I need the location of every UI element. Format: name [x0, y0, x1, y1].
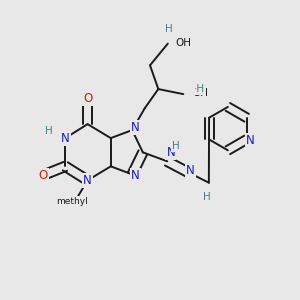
Text: H: H: [165, 24, 173, 34]
Text: N: N: [61, 132, 70, 145]
Text: O: O: [38, 169, 48, 182]
Text: H: H: [172, 141, 179, 151]
Text: N: N: [131, 169, 140, 182]
Text: H: H: [203, 192, 211, 202]
Text: N: N: [246, 134, 255, 147]
Text: O: O: [83, 92, 92, 105]
Text: N: N: [167, 146, 175, 159]
Text: N: N: [131, 121, 140, 134]
Text: ·H: ·H: [194, 84, 205, 94]
Text: OH: OH: [175, 38, 191, 48]
Text: OH: OH: [192, 88, 208, 98]
Text: N: N: [83, 174, 92, 187]
Text: methyl: methyl: [56, 197, 88, 206]
Text: N: N: [186, 164, 195, 177]
Text: H: H: [45, 126, 53, 136]
